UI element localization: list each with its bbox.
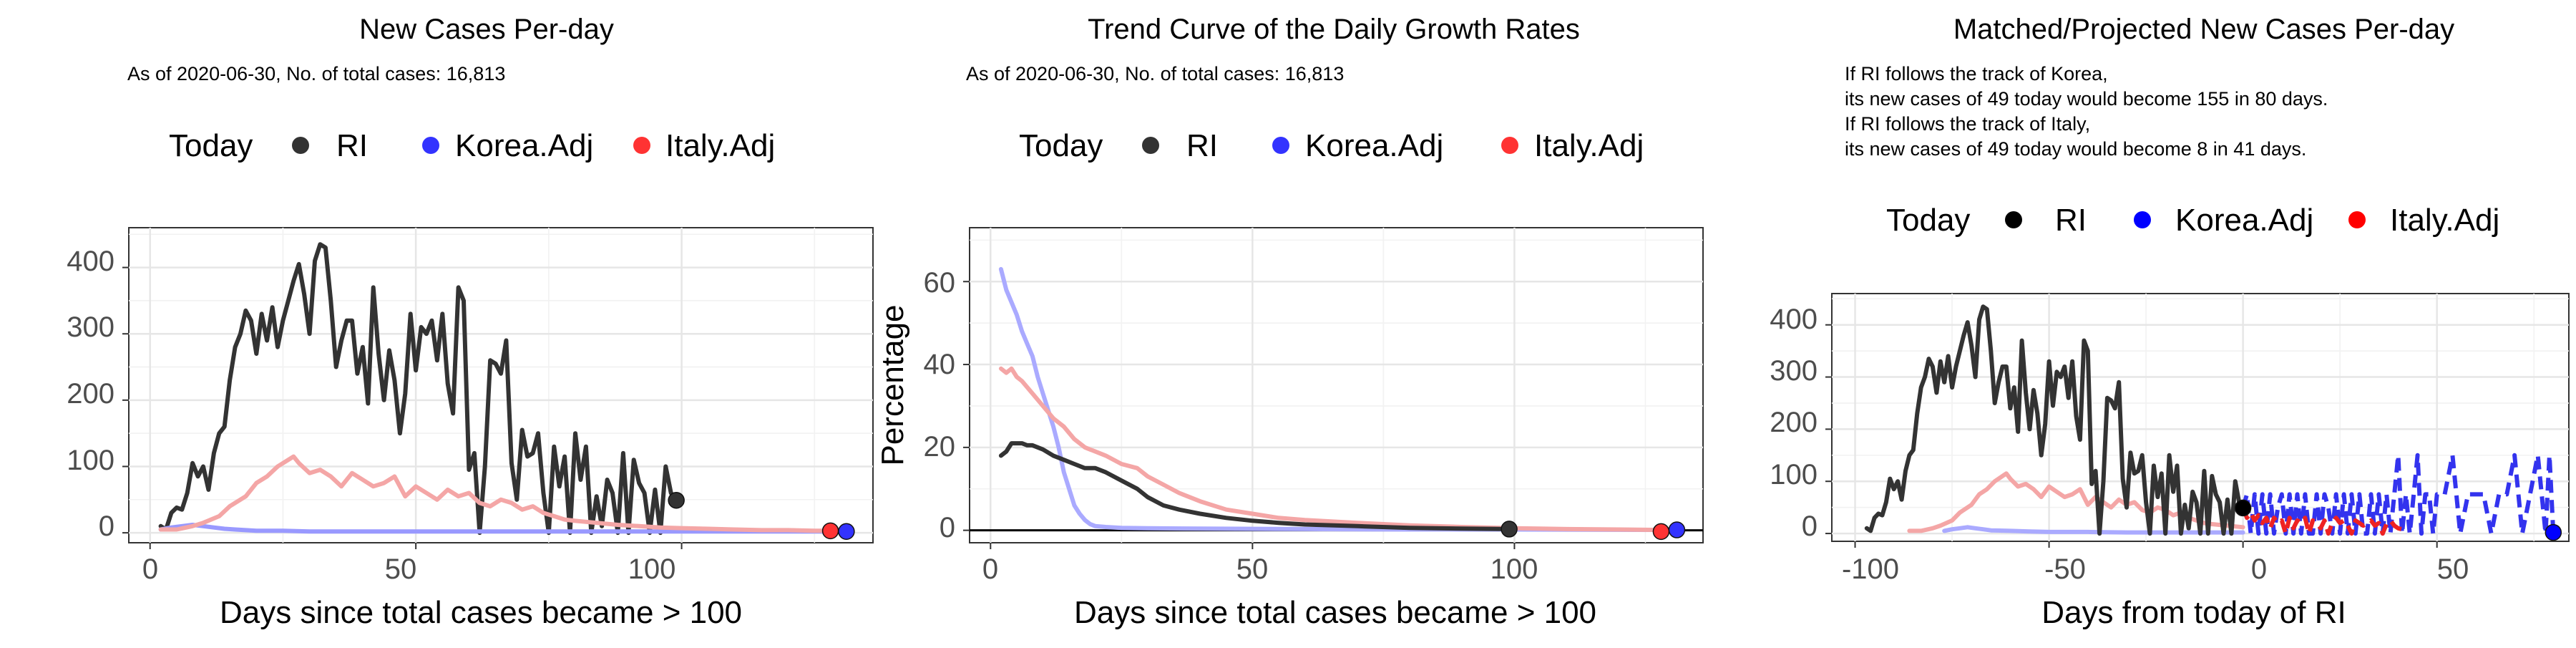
y-tick-label: 0	[99, 511, 114, 542]
x-tick-label: -50	[2044, 553, 2086, 585]
data-series	[1864, 304, 2556, 536]
legend: Today RI Korea.Adj Italy.Adj	[1886, 203, 2499, 238]
legend-key-ri	[2005, 211, 2022, 228]
today-point-italy-adj	[821, 522, 839, 540]
legend-label-korea: Korea.Adj	[2175, 203, 2313, 238]
x-tick-label: -100	[1842, 553, 1899, 585]
series-line-korea-adj	[998, 266, 1674, 533]
annotation-line: its new cases of 49 today would become 8…	[1845, 138, 2306, 160]
legend-key-korea	[2134, 211, 2151, 228]
today-point-korea-adj	[1668, 521, 1686, 538]
chart-title: New Cases Per-day	[359, 14, 614, 45]
y-tick-label: 200	[67, 378, 114, 410]
series-line-ri	[1864, 304, 2245, 536]
plot-panel	[969, 227, 1704, 543]
legend: Today RI Korea.Adj Italy.Adj	[169, 128, 775, 163]
legend-label-ri: RI	[1186, 128, 1218, 163]
y-axis: 0 100 200 300 400	[1770, 304, 1818, 542]
legend-key-italy	[1501, 137, 1518, 154]
series-line-ri	[998, 441, 1512, 531]
today-point-ri	[1501, 521, 1518, 538]
y-tick-label: 400	[1770, 304, 1818, 335]
legend-label-ri: RI	[2055, 203, 2087, 238]
x-tick-label: 0	[142, 553, 158, 585]
x-axis-title: Days from today of RI	[2041, 595, 2346, 630]
legend-label-italy: Italy.Adj	[665, 128, 775, 163]
y-tick-label: 100	[67, 445, 114, 476]
today-point-ri	[2234, 499, 2252, 517]
x-tick-label: 100	[1491, 553, 1538, 585]
legend-key-italy	[2348, 211, 2366, 228]
legend-key-ri	[1142, 137, 1159, 154]
x-tick-label: 100	[628, 553, 676, 585]
chart-subtitle: As of 2020-06-30, No. of total cases: 16…	[966, 63, 1344, 84]
y-axis-title: Percentage	[875, 304, 910, 465]
gridlines	[1825, 294, 2569, 548]
y-tick-label: 20	[924, 431, 956, 463]
x-axis: 0 50 100	[142, 553, 676, 585]
data-series	[998, 266, 1674, 533]
legend: Today RI Korea.Adj Italy.Adj	[1019, 128, 1644, 163]
y-tick-label: 300	[67, 311, 114, 343]
today-points	[1501, 521, 1686, 541]
legend-key-korea	[422, 137, 439, 154]
legend-key-ri	[292, 137, 309, 154]
today-point-italy-adj	[1652, 523, 1670, 541]
legend-key-italy	[633, 137, 650, 154]
legend-key-korea	[1272, 137, 1289, 154]
series-line-italy-adj	[1907, 471, 2245, 533]
annotation-line: If RI follows the track of Italy,	[1845, 113, 2090, 135]
series-line-ri	[158, 242, 679, 536]
series-line-italy-adj	[158, 454, 833, 533]
chart-title: Trend Curve of the Daily Growth Rates	[1088, 14, 1580, 45]
today-points	[2234, 499, 2562, 541]
legend-label-italy: Italy.Adj	[1534, 128, 1644, 163]
y-tick-label: 60	[924, 267, 956, 299]
chart-new-cases: New Cases Per-day As of 2020-06-30, No. …	[67, 14, 874, 630]
annotation-block: If RI follows the track of Korea, its ne…	[1845, 63, 2328, 160]
chart-growth-rates: Trend Curve of the Daily Growth Rates As…	[875, 14, 1704, 630]
y-tick-label: 400	[67, 246, 114, 277]
legend-title: Today	[169, 128, 253, 163]
annotation-line: If RI follows the track of Korea,	[1845, 63, 2108, 84]
y-tick-label: 40	[924, 349, 956, 380]
y-tick-label: 100	[1770, 459, 1818, 490]
legend-label-italy: Italy.Adj	[2390, 203, 2499, 238]
chart-subtitle: As of 2020-06-30, No. of total cases: 16…	[127, 63, 505, 84]
today-point-korea-adj	[838, 523, 855, 541]
chart-projected-cases: Matched/Projected New Cases Per-day If R…	[1770, 14, 2570, 630]
x-axis: 0 50 100	[982, 553, 1538, 585]
y-tick-label: 300	[1770, 355, 1818, 387]
legend-title: Today	[1886, 203, 1970, 238]
x-tick-label: 0	[2251, 553, 2267, 585]
data-series	[158, 242, 844, 536]
series-line-italy-adj-projected	[2240, 507, 2403, 536]
x-axis-title: Days since total cases became > 100	[220, 595, 742, 630]
today-point-korea-adj	[2545, 523, 2562, 541]
y-axis: 0 100 200 300 400	[67, 246, 114, 542]
plot-panel	[128, 227, 874, 543]
today-points	[668, 491, 855, 541]
x-tick-label: 50	[385, 553, 417, 585]
y-tick-label: 0	[1802, 511, 1818, 542]
series-line-korea-adj	[1942, 525, 2245, 535]
x-tick-label: 0	[982, 553, 998, 585]
x-axis-title: Days since total cases became > 100	[1074, 595, 1596, 630]
y-tick-label: 0	[940, 512, 955, 543]
series-line-italy-adj	[998, 366, 1664, 533]
y-axis: 0 20 40 60	[924, 267, 956, 543]
x-tick-label: 50	[2437, 553, 2469, 585]
annotation-line: its new cases of 49 today would become 1…	[1845, 88, 2328, 110]
x-tick-label: 50	[1236, 553, 1269, 585]
legend-title: Today	[1019, 128, 1103, 163]
x-axis: -100 -50 0 50	[1842, 553, 2469, 585]
legend-label-ri: RI	[336, 128, 368, 163]
legend-label-korea: Korea.Adj	[455, 128, 593, 163]
chart-title: Matched/Projected New Cases Per-day	[1953, 14, 2454, 45]
legend-label-korea: Korea.Adj	[1305, 128, 1443, 163]
y-tick-label: 200	[1770, 407, 1818, 438]
today-point-ri	[668, 491, 685, 509]
series-line-korea-adj-projected	[2240, 453, 2556, 536]
